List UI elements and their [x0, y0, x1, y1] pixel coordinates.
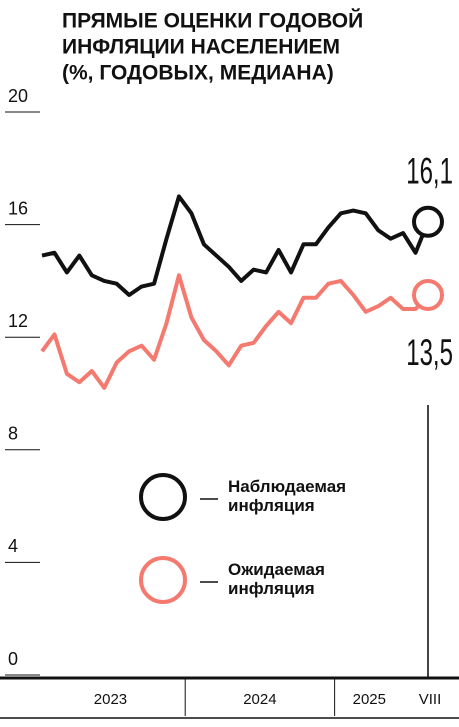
series-line [40, 273, 430, 390]
x-tick-label: VIII [419, 691, 442, 708]
chart-title: (%, ГОДОВЫХ, МЕДИАНА) [62, 62, 334, 85]
y-tick-label: 4 [8, 536, 18, 556]
series-line [41, 194, 430, 297]
end-marker [412, 205, 444, 238]
value-label: 13,5 [406, 332, 453, 374]
legend-label: Ожидаемая инфляция [228, 560, 325, 598]
y-tick-label: 0 [8, 649, 18, 669]
x-group-label: 2023 [94, 691, 127, 708]
value-label: 16,1 [406, 150, 453, 192]
chart-title: ИНФЛЯЦИИ НАСЕЛЕНИЕМ [62, 36, 340, 59]
chart-title: ПРЯМЫЕ ОЦЕНКИ ГОДОВОЙ [62, 9, 363, 33]
end-marker [412, 278, 444, 311]
y-tick-label: 16 [8, 198, 28, 218]
x-group-label: 2025 [353, 691, 386, 708]
x-group-label: 2024 [243, 691, 276, 708]
legend-marker [139, 556, 187, 604]
legend-label: Наблюдаемая инфляция [228, 477, 347, 515]
y-tick-label: 8 [8, 424, 18, 444]
y-tick-label: 12 [8, 311, 28, 331]
legend-marker [139, 473, 187, 521]
y-tick-label: 20 [8, 86, 28, 106]
